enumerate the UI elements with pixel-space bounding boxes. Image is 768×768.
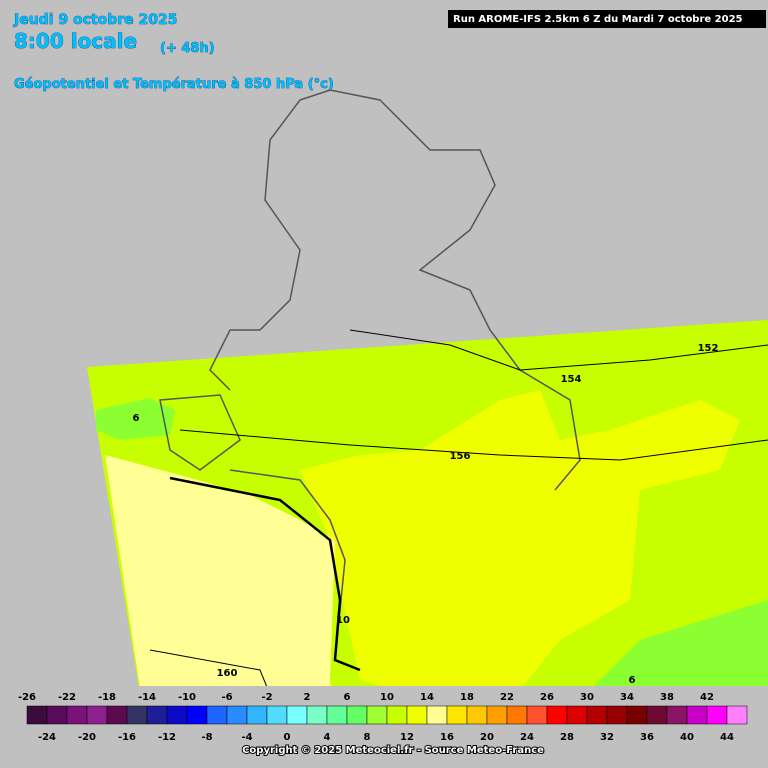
colorbar-swatch (566, 705, 588, 725)
colorbar-label: -4 (241, 732, 252, 743)
lead-time: (+ 48h) (160, 41, 215, 56)
colorbar-swatch (646, 705, 668, 725)
colorbar-swatch (486, 705, 508, 725)
colorbar-panel (0, 686, 768, 768)
colorbar-label: 0 (284, 732, 291, 743)
colorbar-label: -20 (78, 732, 96, 743)
run: Run AROME-IFS 2.5km 6 Z du Mardi 7 octob… (453, 14, 743, 25)
colorbar-swatch (246, 705, 268, 725)
colorbar-label: 32 (600, 732, 614, 743)
colorbar-swatch (366, 705, 388, 725)
colorbar-swatch (286, 705, 308, 725)
colorbar-label: 22 (500, 692, 514, 703)
colorbar-label: 42 (700, 692, 714, 703)
colorbar-label: -22 (58, 692, 76, 703)
colorbar-label: -12 (158, 732, 176, 743)
colorbar-swatch (446, 705, 468, 725)
colorbar-label: 10 (380, 692, 394, 703)
colorbar-swatch (126, 705, 148, 725)
colorbar-label: 16 (440, 732, 454, 743)
colorbar-swatch (506, 705, 528, 725)
date: Jeudi 9 octobre 2025 (13, 12, 177, 28)
time: 8:00 locale (14, 29, 137, 53)
coastline (159, 89, 581, 661)
colorbar-swatch (706, 705, 728, 725)
contour-label: 156 (450, 451, 471, 462)
colorbar-swatch (26, 705, 48, 725)
colorbar-swatch (546, 705, 568, 725)
colorbar-label: 38 (660, 692, 674, 703)
colorbar-label: 24 (520, 732, 534, 743)
colorbar-swatch (606, 705, 628, 725)
colorbar-swatch (666, 705, 688, 725)
colorbar-swatch (46, 705, 68, 725)
colorbar-swatch (426, 705, 448, 725)
colorbar-label: 34 (620, 692, 634, 703)
colorbar-label: -24 (38, 732, 56, 743)
colorbar-label: -6 (221, 692, 232, 703)
colorbar-label: -8 (201, 732, 212, 743)
colorbar-label: 14 (420, 692, 434, 703)
colorbar-label: 2 (304, 692, 311, 703)
colorbar-label: -18 (98, 692, 116, 703)
colorbar-label: 18 (460, 692, 474, 703)
contour-label: 154 (561, 374, 582, 385)
colorbar-swatch (346, 705, 368, 725)
colorbar-label: 4 (324, 732, 331, 743)
colorbar-label: -10 (178, 692, 196, 703)
colorbar-swatch (226, 705, 248, 725)
colorbar-label: 12 (400, 732, 414, 743)
colorbar-label: -14 (138, 692, 156, 703)
contour-label: 6 (629, 675, 636, 686)
colorbar-label: 28 (560, 732, 574, 743)
colorbar-swatch (106, 705, 128, 725)
colorbar-label: 20 (480, 732, 494, 743)
colorbar-label: 8 (364, 732, 371, 743)
colorbar-swatch (686, 705, 708, 725)
colorbar-swatch (586, 705, 608, 725)
colorbar-label: 6 (344, 692, 351, 703)
product: Géopotentiel et Température à 850 hPa (°… (14, 77, 334, 92)
colorbar-swatch (186, 705, 208, 725)
colorbar-swatch (306, 705, 328, 725)
colorbar-swatch (526, 705, 548, 725)
colorbar-label: 26 (540, 692, 554, 703)
colorbar-swatch (66, 705, 88, 725)
colorbar-label: 40 (680, 732, 694, 743)
domain-yellow (300, 390, 740, 700)
colorbar-swatch (266, 705, 288, 725)
colorbar-swatch (86, 705, 108, 725)
contour-label: 6 (133, 413, 140, 424)
copyright: Copyright © 2025 Meteociel.fr - Source M… (242, 745, 544, 756)
colorbar-swatch (386, 705, 408, 725)
colorbar-swatch (406, 705, 428, 725)
colorbar-swatch (146, 705, 168, 725)
contour-label: 10 (336, 615, 350, 626)
contour (149, 329, 768, 768)
contour-label: 160 (217, 668, 238, 679)
colorbar-label: -2 (261, 692, 272, 703)
colorbar-label: -16 (118, 732, 136, 743)
colorbar-swatch (626, 705, 648, 725)
colorbar-swatch (726, 705, 748, 725)
colorbar-label: -26 (18, 692, 36, 703)
domain-green (96, 398, 175, 440)
run-box (448, 10, 766, 28)
colorbar-label: 30 (580, 692, 594, 703)
colorbar-swatch (326, 705, 348, 725)
colorbar-swatch (206, 705, 228, 725)
colorbar-swatch (166, 705, 188, 725)
colorbar-swatch (466, 705, 488, 725)
colorbar-label: 36 (640, 732, 654, 743)
colorbar-label: 44 (720, 732, 734, 743)
contour-label: 152 (698, 343, 719, 354)
